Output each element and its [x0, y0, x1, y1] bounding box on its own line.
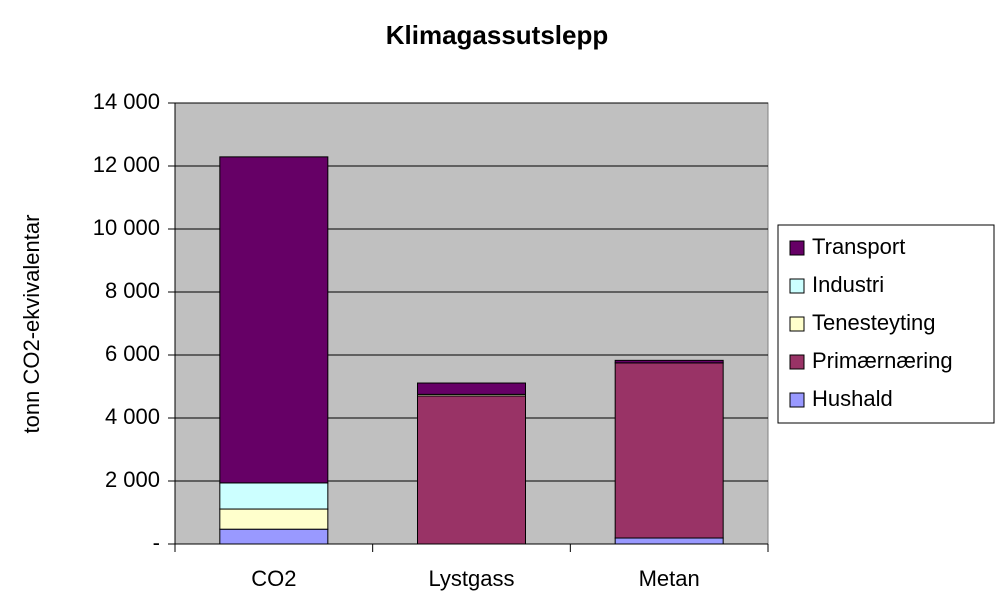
bar-segment	[219, 508, 329, 530]
x-tick-label: Lystgass	[428, 566, 514, 591]
y-tick-label: 10 000	[93, 215, 160, 240]
legend-label: Primærnæring	[812, 348, 953, 373]
legend-swatch	[789, 392, 805, 408]
y-tick-label: -	[153, 530, 160, 555]
bar-segment	[614, 537, 724, 545]
bar-segment	[219, 156, 329, 484]
legend-box	[777, 224, 995, 424]
bar-segment	[614, 359, 724, 364]
legend-swatch	[789, 316, 805, 332]
legend-label: Hushald	[812, 386, 893, 411]
y-tick-label: 4 000	[105, 404, 160, 429]
y-axis-label: tonn CO2-ekvivalentar	[19, 215, 44, 434]
y-tick-label: 8 000	[105, 278, 160, 303]
bar-segment	[219, 528, 329, 545]
legend-label: Tenesteyting	[812, 310, 936, 335]
legend-label: Industri	[812, 272, 884, 297]
bar-segment	[417, 395, 526, 545]
legend-swatch	[789, 354, 805, 370]
chart-title: Klimagassutslepp	[386, 20, 609, 50]
bar-segment	[219, 482, 329, 510]
legend-swatch	[789, 278, 805, 294]
x-tick-label: Metan	[639, 566, 700, 591]
y-tick-label: 6 000	[105, 341, 160, 366]
x-tick-label: CO2	[251, 566, 296, 591]
y-tick-label: 14 000	[93, 89, 160, 114]
legend-swatch	[789, 240, 805, 256]
bar-segment	[614, 362, 724, 539]
y-tick-label: 2 000	[105, 467, 160, 492]
bar-segment	[417, 382, 526, 395]
legend-label: Transport	[812, 234, 905, 259]
y-tick-label: 12 000	[93, 152, 160, 177]
